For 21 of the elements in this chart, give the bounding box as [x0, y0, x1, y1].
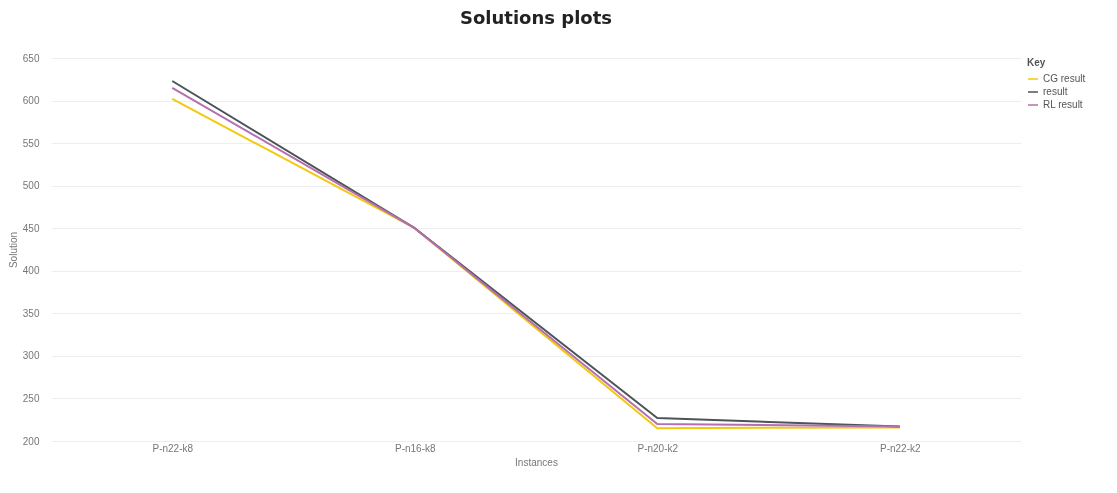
y-axis-title: Solution — [7, 231, 19, 269]
y-tick-label: 400 — [22, 265, 40, 277]
y-tick-label: 600 — [22, 95, 40, 107]
y-tick-label: 650 — [22, 52, 40, 64]
y-tick-label: 200 — [22, 435, 40, 447]
y-tick-label: 550 — [22, 137, 40, 149]
x-tick-label: P-n22-k8 — [152, 442, 194, 454]
y-tick-label: 450 — [22, 222, 40, 234]
x-axis-title: Instances — [515, 456, 558, 468]
y-tick-label: 500 — [22, 180, 40, 192]
legend-label: RL result — [1043, 99, 1083, 110]
legend-label: result — [1043, 86, 1068, 97]
x-tick-label: P-n16-k8 — [394, 442, 436, 454]
y-tick-label: 300 — [22, 350, 40, 362]
y-tick-label: 250 — [22, 392, 40, 404]
legend-label: CG result — [1043, 73, 1086, 84]
x-tick-label: P-n22-k2 — [879, 442, 921, 454]
x-tick-label: P-n20-k2 — [637, 442, 679, 454]
chart-title: Solutions plots — [460, 7, 612, 28]
legend-title: Key — [1027, 57, 1046, 68]
y-tick-label: 350 — [22, 307, 40, 319]
